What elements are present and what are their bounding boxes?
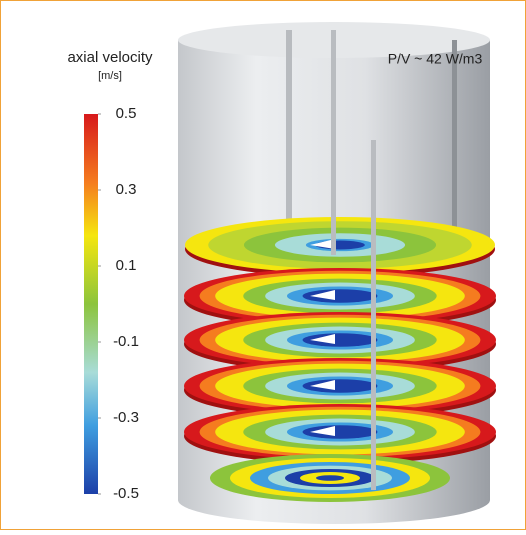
tick-label: 0.5 (116, 105, 137, 122)
shaft (371, 140, 376, 490)
baffle (286, 30, 292, 220)
annotation: P/V ~ 42 W/m3 (388, 51, 483, 67)
tick-label: -0.1 (113, 333, 139, 350)
plane-ring (316, 475, 344, 481)
figure: axial velocity [m/s] P/V ~ 42 W/m3 0.5 0.… (0, 0, 526, 530)
tick-label: -0.3 (113, 409, 139, 426)
baffle (452, 40, 457, 240)
tick-label: 0.3 (116, 181, 137, 198)
tick-label: -0.5 (113, 485, 139, 502)
tick-label: 0.1 (116, 257, 137, 274)
colorbar-scale (84, 114, 98, 494)
shaft (331, 30, 336, 255)
colorbar-unit: [m/s] (98, 70, 122, 82)
colorbar-title: axial velocity (67, 49, 153, 66)
